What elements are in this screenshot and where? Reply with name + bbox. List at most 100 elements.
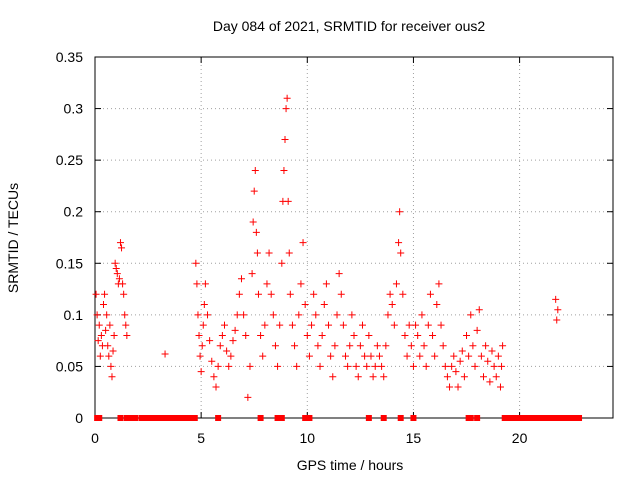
data-point bbox=[107, 362, 115, 370]
data-point bbox=[335, 270, 343, 278]
data-point bbox=[499, 342, 507, 350]
data-point bbox=[244, 393, 252, 401]
data-point bbox=[291, 342, 299, 350]
data-point bbox=[554, 306, 562, 314]
data-point bbox=[249, 218, 257, 226]
data-point bbox=[192, 259, 200, 267]
data-point bbox=[342, 352, 350, 360]
data-point bbox=[339, 321, 347, 329]
data-point bbox=[365, 331, 373, 339]
data-point bbox=[463, 331, 471, 339]
data-point bbox=[105, 352, 113, 360]
data-point bbox=[331, 342, 339, 350]
data-point bbox=[356, 342, 364, 350]
data-point bbox=[269, 311, 277, 319]
data-point bbox=[281, 136, 289, 144]
data-point bbox=[195, 331, 203, 339]
data-point bbox=[498, 362, 506, 370]
data-point bbox=[113, 270, 121, 278]
data-point bbox=[407, 342, 415, 350]
data-point bbox=[473, 326, 481, 334]
plot-frame bbox=[94, 56, 614, 419]
data-point bbox=[329, 373, 337, 381]
data-points bbox=[92, 94, 562, 401]
data-point bbox=[197, 368, 205, 376]
data-point bbox=[314, 342, 322, 350]
data-point bbox=[112, 264, 120, 272]
data-point bbox=[490, 362, 498, 370]
y-tick-label: 0.25 bbox=[56, 152, 83, 168]
data-point bbox=[110, 331, 118, 339]
data-point bbox=[261, 321, 269, 329]
data-point bbox=[229, 337, 237, 345]
data-point bbox=[441, 362, 449, 370]
data-point bbox=[95, 321, 103, 329]
data-point bbox=[358, 321, 366, 329]
data-point bbox=[553, 316, 561, 324]
data-point bbox=[373, 342, 381, 350]
data-point bbox=[196, 352, 204, 360]
data-point bbox=[350, 331, 358, 339]
data-point bbox=[395, 239, 403, 247]
data-point bbox=[96, 352, 104, 360]
data-point bbox=[412, 321, 420, 329]
y-tick-label: 0 bbox=[75, 410, 83, 426]
data-point bbox=[259, 352, 267, 360]
x-tick-label: 0 bbox=[91, 430, 99, 446]
x-tick-label: 5 bbox=[197, 430, 205, 446]
zero-point bbox=[306, 415, 313, 421]
data-point bbox=[397, 249, 405, 257]
data-point bbox=[161, 350, 169, 358]
data-point bbox=[352, 362, 360, 370]
data-point bbox=[276, 321, 284, 329]
data-point bbox=[109, 347, 117, 355]
data-point bbox=[465, 352, 473, 360]
data-point bbox=[210, 373, 218, 381]
data-point bbox=[396, 208, 404, 216]
data-point bbox=[494, 352, 502, 360]
data-point bbox=[99, 301, 107, 309]
zero-point bbox=[467, 415, 474, 421]
data-point bbox=[223, 347, 231, 355]
data-point bbox=[248, 270, 256, 278]
data-point bbox=[102, 326, 110, 334]
data-point bbox=[284, 197, 292, 205]
zero-point bbox=[576, 415, 583, 421]
data-point bbox=[460, 373, 468, 381]
data-point bbox=[123, 331, 131, 339]
data-point bbox=[194, 311, 202, 319]
data-point bbox=[375, 352, 383, 360]
data-point bbox=[414, 331, 422, 339]
data-point bbox=[380, 373, 388, 381]
chart-title: Day 084 of 2021, SRMTID for receiver ous… bbox=[213, 18, 486, 34]
data-point bbox=[403, 352, 411, 360]
data-point bbox=[246, 362, 254, 370]
data-point bbox=[240, 311, 248, 319]
axis-ticks bbox=[94, 56, 613, 419]
data-point bbox=[108, 373, 116, 381]
zero-point bbox=[257, 415, 264, 421]
data-point bbox=[369, 373, 377, 381]
data-point bbox=[388, 301, 396, 309]
data-point bbox=[201, 280, 209, 288]
data-point bbox=[198, 342, 206, 350]
data-point bbox=[303, 331, 311, 339]
data-point bbox=[318, 331, 326, 339]
data-point bbox=[492, 373, 500, 381]
data-point bbox=[333, 311, 341, 319]
data-point bbox=[482, 342, 490, 350]
data-point bbox=[237, 275, 245, 283]
data-point bbox=[435, 280, 443, 288]
data-point bbox=[253, 249, 261, 257]
data-point bbox=[93, 311, 101, 319]
data-point bbox=[454, 383, 462, 391]
data-point bbox=[297, 280, 305, 288]
data-point bbox=[367, 352, 375, 360]
data-point bbox=[399, 290, 407, 298]
data-point bbox=[115, 275, 123, 283]
zero-point bbox=[96, 415, 103, 421]
y-axis-label: SRMTID / TECUs bbox=[5, 183, 21, 293]
data-point bbox=[252, 228, 260, 236]
data-point bbox=[193, 280, 201, 288]
data-point bbox=[101, 290, 109, 298]
